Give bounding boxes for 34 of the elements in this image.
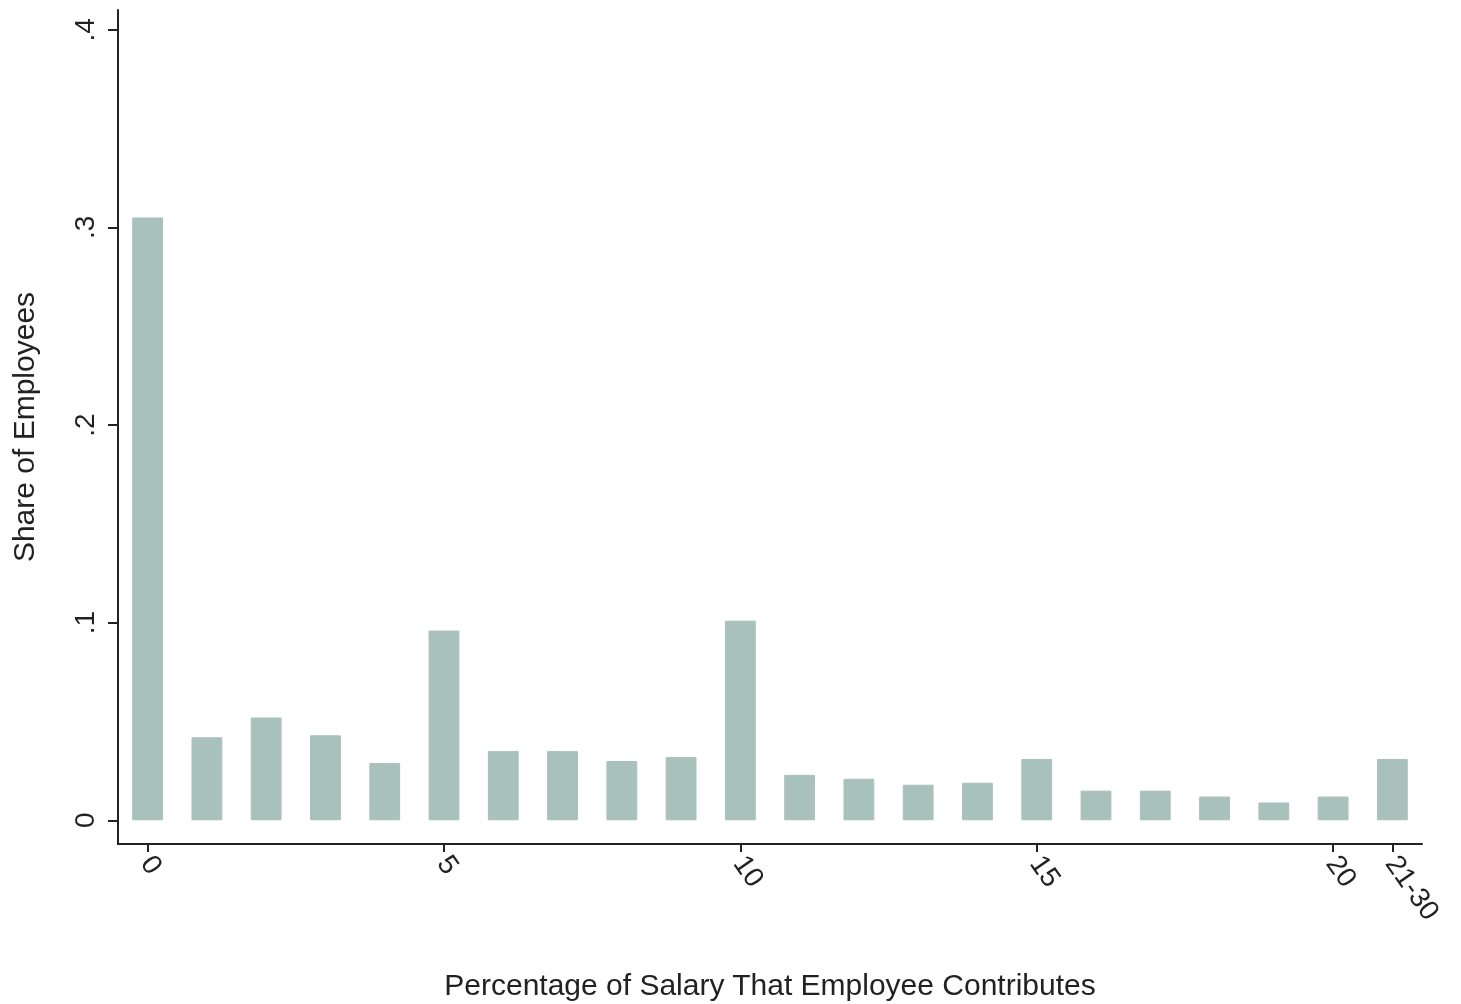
y-tick-label: .1 xyxy=(68,610,100,635)
bar xyxy=(1139,790,1171,821)
bar xyxy=(843,778,875,821)
bar xyxy=(1021,759,1053,821)
bar xyxy=(1376,759,1408,821)
x-axis-title: Percentage of Salary That Employee Contributes xyxy=(444,967,1096,1001)
bar xyxy=(902,784,934,821)
bar xyxy=(1080,790,1112,821)
bar xyxy=(665,757,697,821)
y-axis-title: Share of Employees xyxy=(6,291,40,563)
bar xyxy=(428,630,460,821)
x-tick-label: 20 xyxy=(1320,849,1364,893)
bar xyxy=(784,774,816,821)
bar xyxy=(487,751,519,821)
x-tick-label: 10 xyxy=(727,849,771,893)
y-tick-label: .4 xyxy=(68,18,100,42)
bar xyxy=(1199,796,1230,821)
x-tick-label: 0 xyxy=(134,849,170,880)
bar xyxy=(962,782,993,821)
bar xyxy=(369,762,401,821)
x-tick-label: 5 xyxy=(431,849,466,880)
bar xyxy=(547,751,578,821)
x-tick-label: 15 xyxy=(1024,849,1068,893)
bar xyxy=(724,620,756,821)
bar xyxy=(191,737,223,821)
bar xyxy=(1317,796,1349,821)
bar xyxy=(132,217,164,821)
bar xyxy=(606,761,638,821)
y-tick-label: 0 xyxy=(68,812,100,829)
bar xyxy=(1258,802,1290,821)
y-tick-label: .3 xyxy=(68,215,100,240)
bar xyxy=(310,735,341,821)
y-tick-label: .2 xyxy=(68,413,100,437)
bar xyxy=(250,717,282,821)
